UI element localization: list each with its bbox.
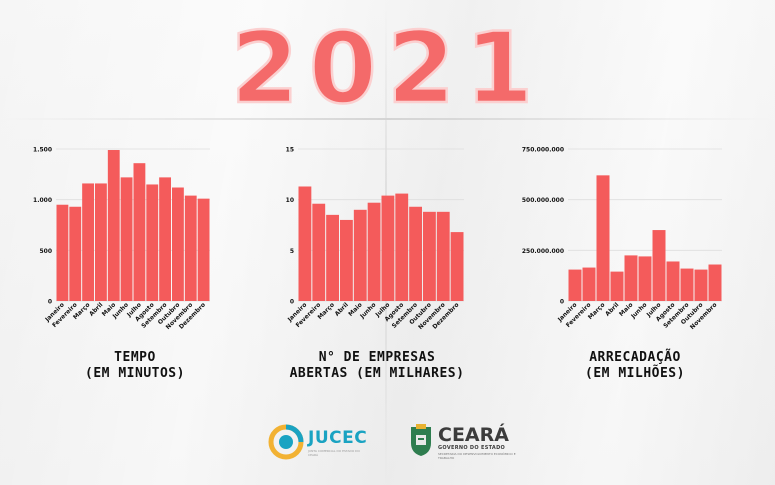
bar [197,198,210,301]
footer-logos: JUCEC JUNTA COMERCIAL DO ESTADO DO CEARÁ… [262,416,522,466]
caption-line: N° DE EMPRESAS [318,350,436,365]
bar [159,177,171,301]
bar [184,195,197,301]
bar [146,184,159,301]
ceara-coat-of-arms-icon [411,424,431,456]
caption-line: ABERTAS (EM MILHARES) [289,366,465,381]
bar [95,183,107,301]
bar [680,268,694,301]
year-title: 2021 [229,11,544,116]
jucec-subtitle: JUNTA COMERCIAL DO ESTADO DO CEARÁ [308,449,360,457]
y-tick-label: 500 [39,248,52,255]
y-tick-label: 250.000.000 [522,248,564,255]
ceara-name: CEARÁ [438,424,509,446]
ceara-government-label: GOVERNO DO ESTADO [438,445,506,451]
x-tick-label: Abril [604,301,620,317]
y-tick-label: 0 [290,299,294,306]
y-tick-label: 750.000.000 [522,147,564,154]
bar [694,269,708,301]
bar [395,193,409,301]
bar [436,211,450,301]
bar [610,271,624,301]
bar [409,206,422,301]
bar [381,195,395,301]
paper-crease [0,118,775,120]
bar [624,255,638,301]
bar [708,264,722,301]
bar [568,269,582,301]
bar [652,230,666,301]
bar [133,163,146,301]
y-tick-label: 15 [286,147,294,154]
bar [312,203,326,301]
year-title-text: 2021 [231,12,544,116]
caption-line: TEMPO [114,350,156,365]
chart-empresas-caption: N° DE EMPRESAS ABERTAS (EM MILHARES) [262,350,492,382]
chart-empresas-svg: 051015JaneiroFevereiroMarçoAbrilMaioJunh… [286,147,464,331]
chart-arrecadacao-svg: 0250.000.000500.000.000750.000.000Janeir… [522,147,722,331]
bar [423,211,436,301]
bar [340,219,353,301]
y-tick-label: 0 [48,299,52,306]
y-tick-label: 1.000 [33,197,52,204]
caption-line: (EM MINUTOS) [85,366,185,381]
chart-tempo-caption: TEMPO (EM MINUTOS) [40,350,230,382]
jucec-logo-icon [268,424,304,460]
bar [326,214,339,301]
bar [450,232,464,301]
jucec-name: JUCEC [308,428,368,448]
bar [56,204,69,301]
chart-empresas: 0 5 10 15 Janeiro Fevereiro Março Abril Maio Junh… [278,140,478,340]
chart-arrecadacao-caption: ARRECADAÇÃO (EM MILHÕES) [540,350,730,382]
bar [596,175,610,301]
bar [638,256,652,301]
chart-tempo-svg: 05001.0001.500JaneiroFevereiroMarçoAbril… [33,147,210,331]
bar [367,202,381,301]
chart-tempo: 0 500 1.000 1.500 Janeiro Fevereiro Março Abril… [30,140,230,340]
ceara-secretariat-label: SECRETARIA DO DESENVOLVIMENTO ECONÔMICO … [438,452,516,460]
y-tick-label: 1.500 [33,147,52,154]
bar [666,261,680,301]
caption-line: (EM MILHÕES) [585,366,685,381]
bar [298,186,312,301]
bar [82,183,94,301]
y-tick-label: 10 [286,197,294,204]
bar [172,187,184,301]
y-tick-label: 500.000.000 [522,197,564,204]
bar [69,206,82,301]
x-tick-label: Abril [334,301,350,317]
y-tick-label: 5 [290,248,294,255]
chart-arrecadacao: 0 250.000.000 500.000.000 750.000.000 Janeir… [520,140,730,340]
bar [120,177,133,301]
caption-line: ARRECADAÇÃO [589,350,681,365]
bar [107,150,120,301]
bar [353,209,367,301]
bar [582,267,596,301]
y-tick-label: 0 [560,299,564,306]
